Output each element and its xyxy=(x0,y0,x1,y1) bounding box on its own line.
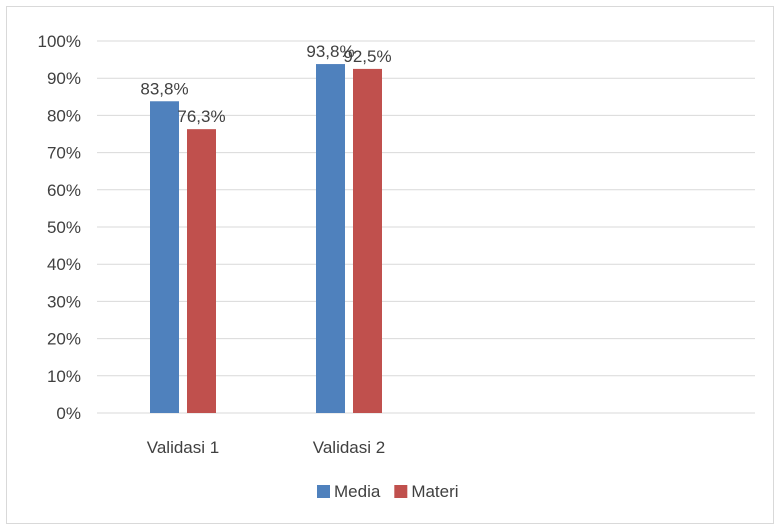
legend-label-materi: Materi xyxy=(411,482,458,501)
legend-label-media: Media xyxy=(334,482,381,501)
legend: Media Materi xyxy=(317,482,459,501)
bar-materi-2 xyxy=(353,68,382,414)
bars xyxy=(150,64,382,414)
data-labels: 83,8% 76,3% 93,8%92,5% xyxy=(140,42,391,126)
legend-swatch-media xyxy=(317,485,330,498)
bar-media-1 xyxy=(150,101,179,413)
y-tick-label: 40% xyxy=(47,255,81,274)
y-tick-label: 0% xyxy=(56,404,81,423)
y-tick-label: 60% xyxy=(47,181,81,200)
data-label: 92,5% xyxy=(343,47,391,66)
y-tick-label: 30% xyxy=(47,292,81,311)
x-category-label: Validasi 1 xyxy=(147,438,219,457)
y-tick-label: 10% xyxy=(47,367,81,386)
bar-media-2 xyxy=(316,64,345,414)
bar-materi-1 xyxy=(187,129,216,413)
y-tick-label: 100% xyxy=(38,32,81,51)
y-tick-label: 80% xyxy=(47,106,81,125)
x-category-label: Validasi 2 xyxy=(313,438,385,457)
data-label: 76,3% xyxy=(177,107,225,126)
y-tick-label: 90% xyxy=(47,69,81,88)
data-label: 83,8% xyxy=(140,79,188,98)
legend-swatch-materi xyxy=(394,485,408,498)
y-tick-label: 50% xyxy=(47,218,81,237)
y-axis-ticks: 0% 10% 20% 30% 40% 50% 60% 70% 80% 90% 100% xyxy=(38,32,81,423)
data-label: 93,8% xyxy=(306,42,354,61)
y-tick-label: 20% xyxy=(47,330,81,349)
chart-frame xyxy=(6,6,774,524)
x-axis-categories: Validasi 1 Validasi 2 xyxy=(147,438,385,457)
y-tick-label: 70% xyxy=(47,144,81,163)
